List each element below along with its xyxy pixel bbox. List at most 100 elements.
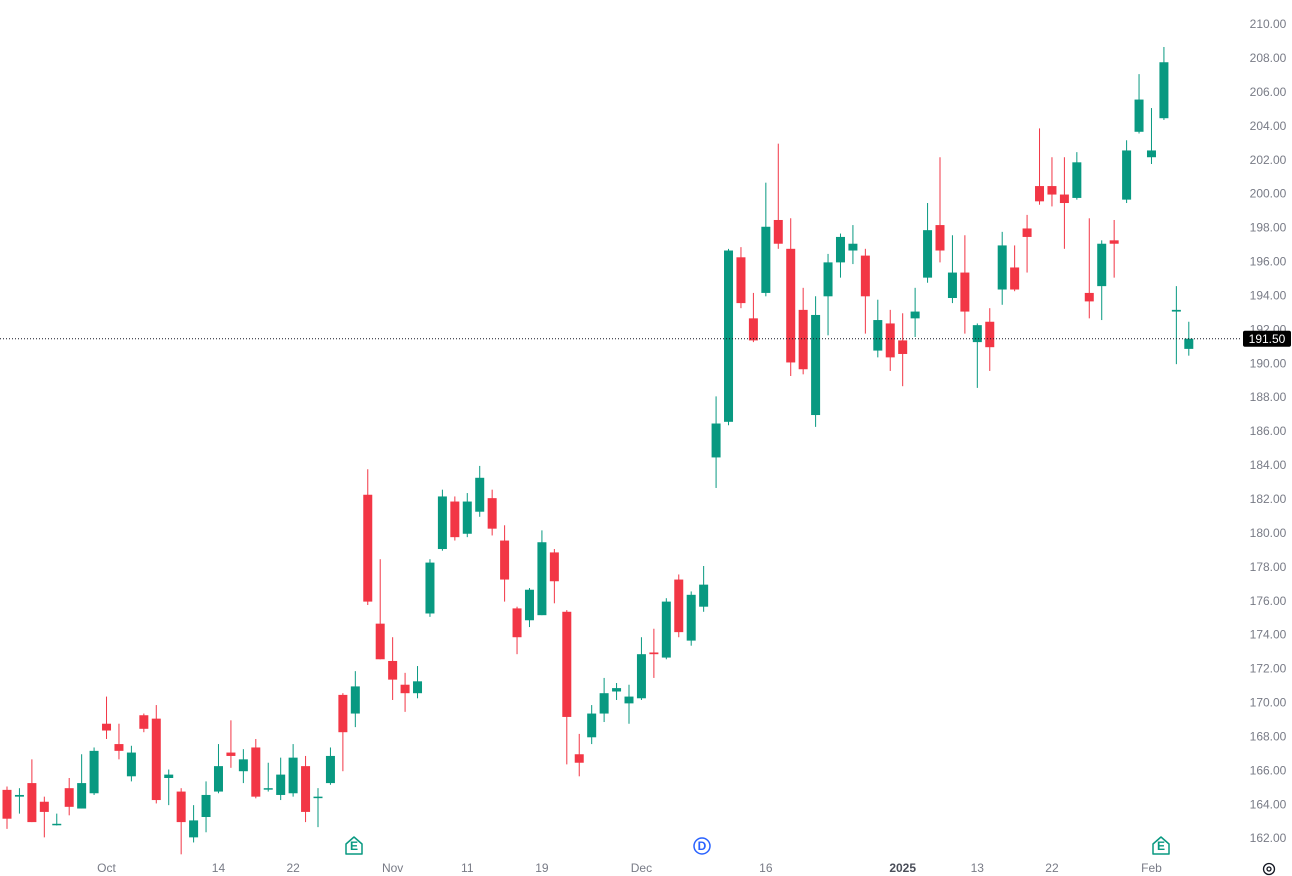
candle-body [885,323,895,358]
y-tick-label: 174.00 [1250,628,1287,642]
y-tick-label: 208.00 [1250,51,1287,65]
candle-body [89,750,99,794]
candle-body [102,723,112,731]
candle-body [1059,194,1069,204]
candle-body [910,311,920,319]
candle-body [301,766,311,812]
candle-body [1035,186,1045,202]
y-tick-label: 184.00 [1250,458,1287,472]
candle-body [537,542,547,616]
candle-body [263,788,273,790]
candle-body [437,496,447,550]
candle-body [1047,186,1057,195]
candle-body [811,314,821,416]
event-label: D [698,839,707,853]
event-icon [1152,836,1170,855]
candle-body [288,757,298,794]
y-tick-label: 202.00 [1250,153,1287,167]
candle-body [1022,228,1032,237]
candle-body [325,755,335,784]
x-tick-label: Oct [97,861,116,875]
y-tick-label: 200.00 [1250,187,1287,201]
x-tick-label: 19 [535,861,549,875]
candle-body [711,423,721,458]
candle-body [562,611,572,717]
candle-body [1097,243,1107,287]
candle-body [1072,162,1082,198]
candle-body [487,498,497,529]
candle-body [574,754,584,763]
event-icon [345,836,363,855]
event-marker[interactable]: E [1152,836,1170,855]
candle-body [201,794,211,818]
candle-body [1184,338,1194,349]
candle-body [649,652,659,655]
y-tick-label: 164.00 [1250,797,1287,811]
candle-body [213,766,223,792]
candle-body [425,562,435,614]
candle-body [126,752,136,777]
candle-body [773,219,783,244]
x-tick-label: 13 [971,861,985,875]
candle-body [164,774,174,778]
event-icon [693,837,711,855]
candle-body [363,494,373,602]
y-tick-label: 172.00 [1250,662,1287,676]
candle-body [674,579,684,633]
candle-body [39,801,49,812]
candle-body [972,325,982,343]
candle-body [450,501,460,538]
candle-body [350,686,360,714]
y-tick-label: 166.00 [1250,763,1287,777]
x-tick-label: Feb [1141,861,1162,875]
y-tick-label: 194.00 [1250,288,1287,302]
candle-body [724,250,734,422]
candle-body [1134,99,1144,132]
y-tick-label: 170.00 [1250,696,1287,710]
candle-body [549,552,559,582]
settings-icon[interactable] [1262,862,1276,876]
event-marker[interactable]: D [693,837,711,855]
candle-body [151,718,161,801]
candle-body [661,601,671,658]
y-tick-label: 186.00 [1250,424,1287,438]
candle-body [176,791,186,823]
candle-body [923,230,933,278]
y-tick-label: 198.00 [1250,221,1287,235]
candle-body [1122,150,1132,200]
x-tick-label: 2025 [889,861,916,875]
candle-body [599,693,609,714]
x-tick-label: 14 [212,861,226,875]
candle-body [748,318,758,341]
candle-body [462,501,472,534]
candle-body [997,245,1007,290]
candle-body [947,272,957,299]
candle-body [64,788,74,807]
candle-body [189,820,199,838]
x-tick-label: 11 [461,861,474,875]
candle-body [27,783,37,823]
candle-body [624,696,634,704]
candle-body [798,309,808,370]
y-tick-label: 188.00 [1250,390,1287,404]
y-tick-label: 162.00 [1250,831,1287,845]
x-tick-label: 22 [286,861,300,875]
event-label: E [350,839,358,853]
y-tick-label: 204.00 [1250,119,1287,133]
candle-body [2,789,12,819]
candle-body [338,694,348,733]
candle-body [848,243,858,251]
candle-body [736,257,746,304]
y-tick-label: 176.00 [1250,594,1287,608]
candle-body [612,688,622,692]
candle-body [1159,62,1169,119]
candle-body [960,272,970,312]
candle-body [276,774,286,795]
event-marker[interactable]: E [345,836,363,855]
candle-body [375,623,385,660]
event-label: E [1157,839,1165,853]
y-tick-label: 210.00 [1250,17,1287,31]
y-tick-label: 168.00 [1250,729,1287,743]
